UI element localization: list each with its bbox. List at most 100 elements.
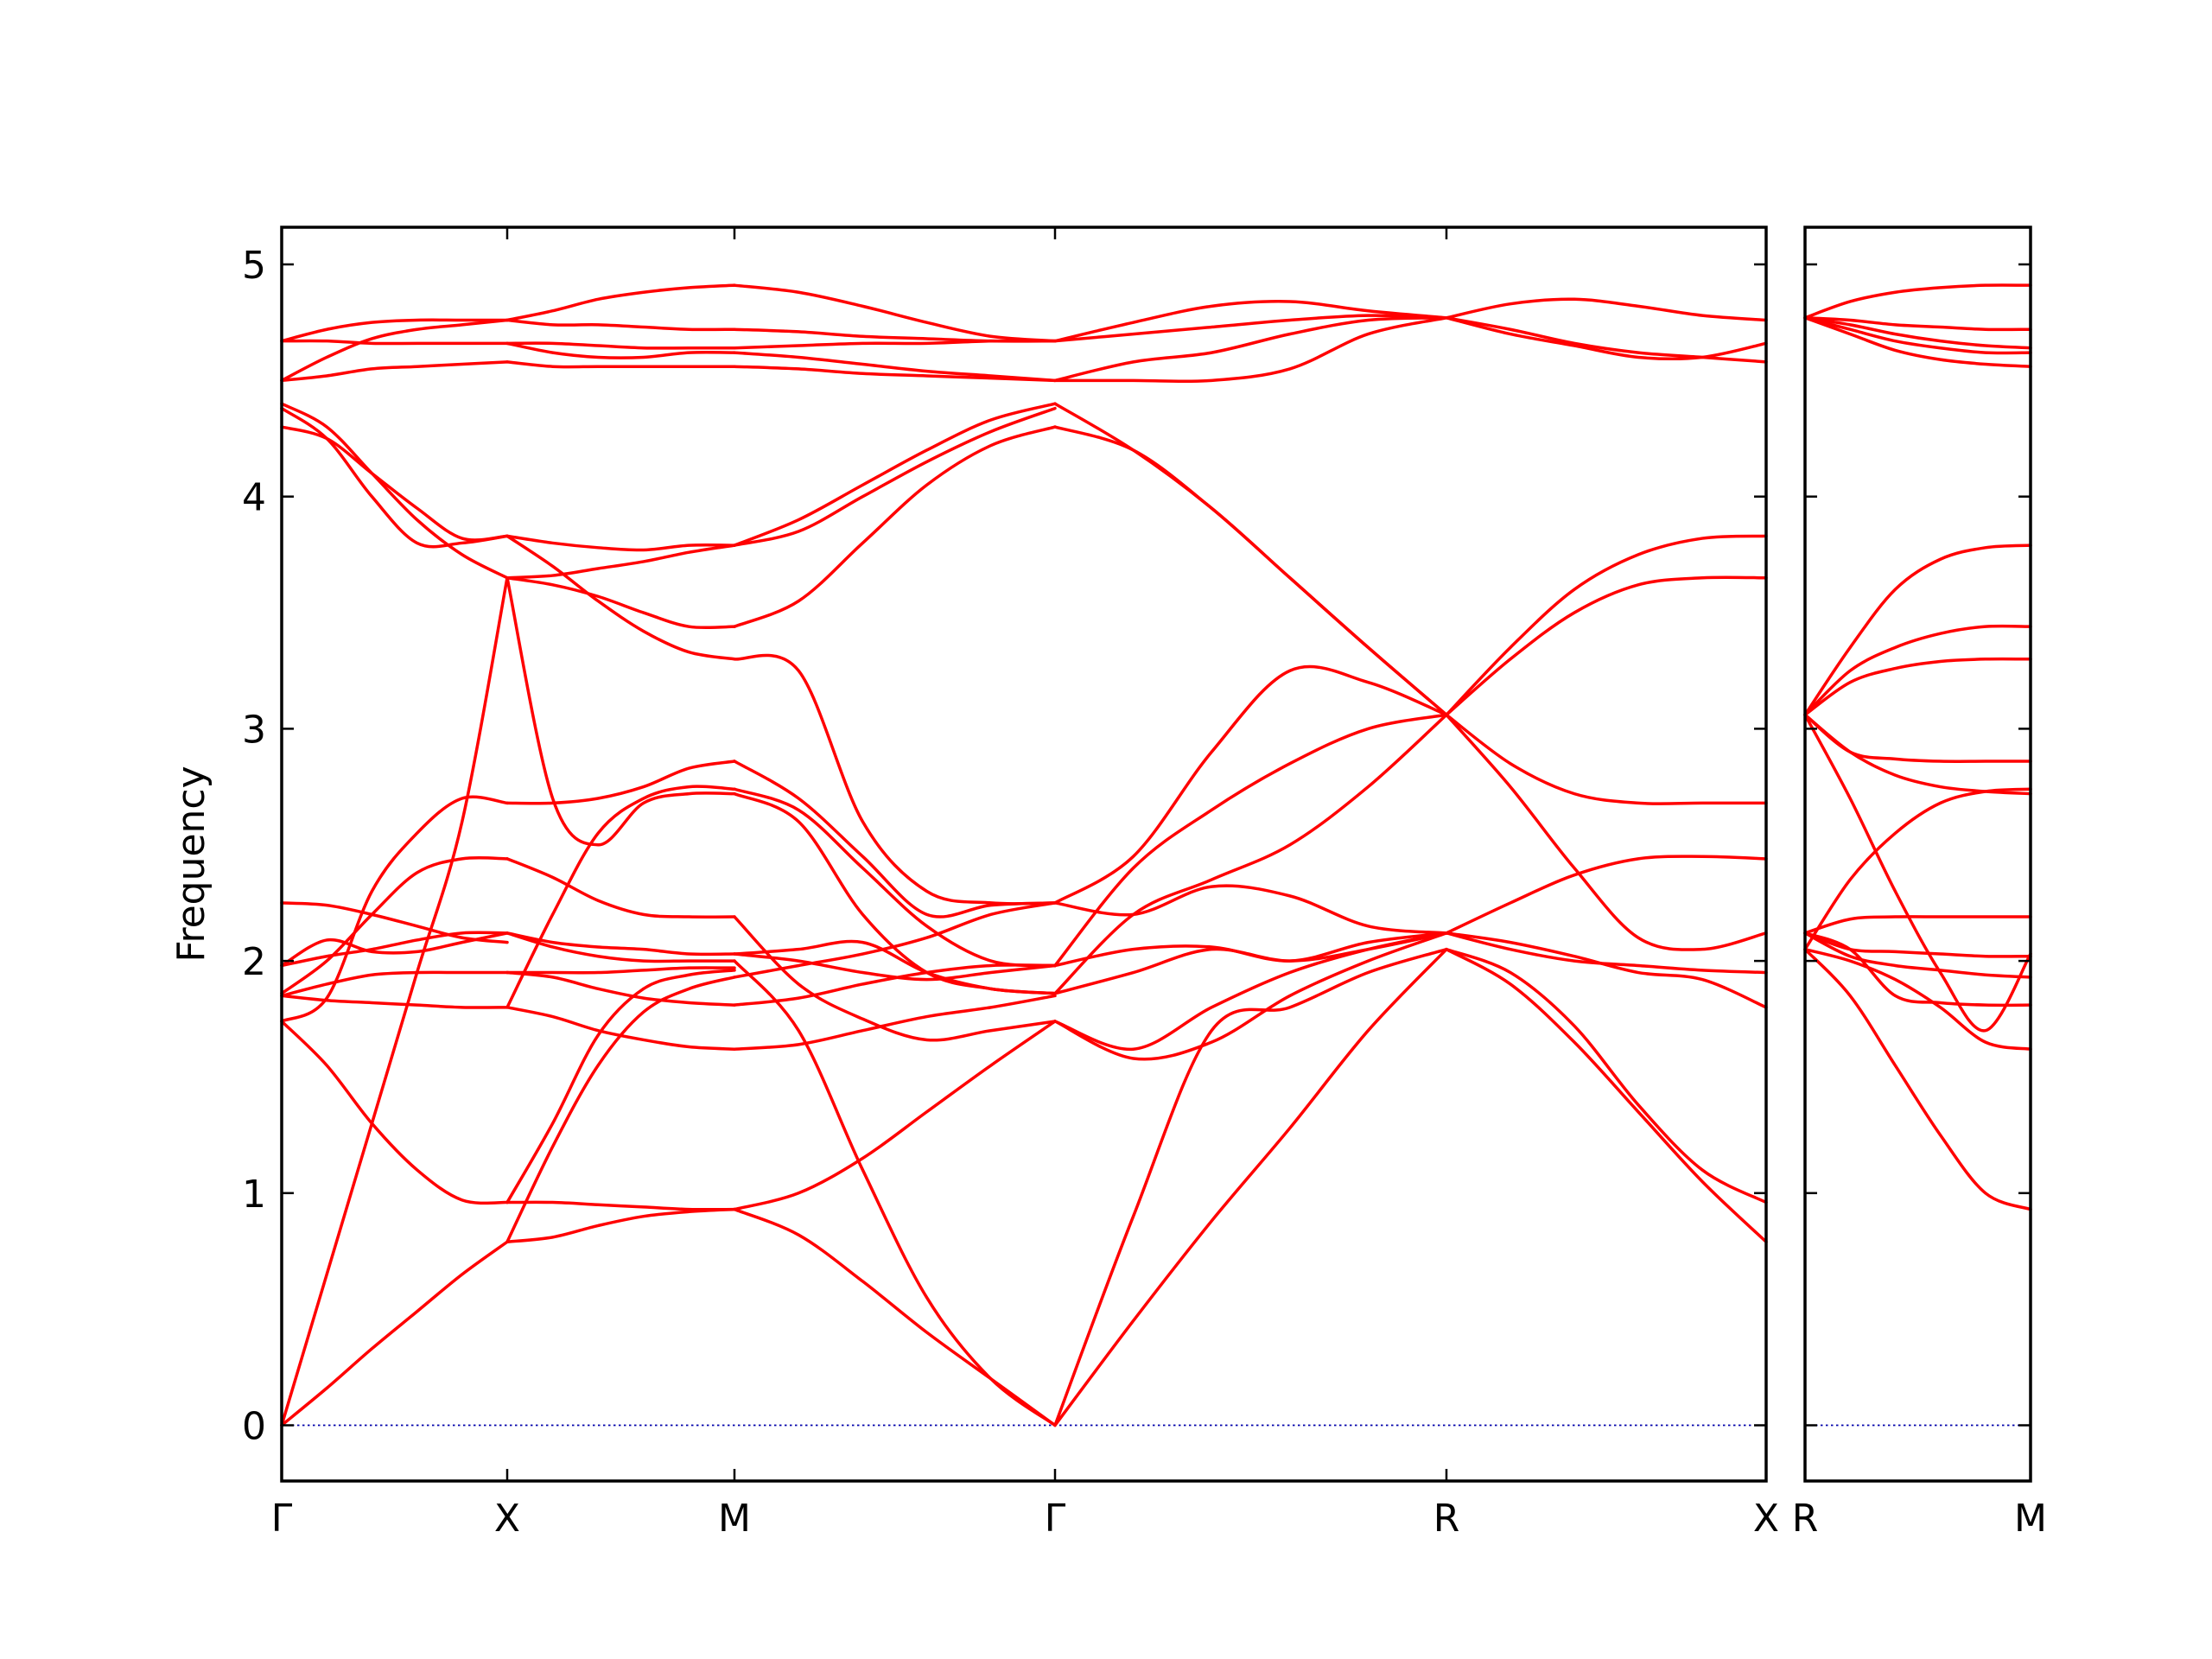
band-line	[1445, 713, 1768, 805]
band-line	[505, 857, 736, 918]
band-line	[1445, 947, 1768, 1243]
y-tick-label: 4	[242, 476, 266, 520]
band-line	[505, 976, 736, 1243]
band-line	[733, 760, 1057, 918]
x-tick-label: X	[494, 1497, 520, 1541]
x-tick-label: X	[1753, 1497, 1779, 1541]
band-line	[505, 575, 736, 847]
band-line	[1053, 947, 1448, 1427]
y-tick-label: 5	[242, 244, 266, 288]
band-line	[280, 855, 509, 995]
band-line	[1053, 931, 1448, 968]
band-line	[280, 931, 509, 968]
band-line	[505, 318, 736, 332]
band-line	[733, 351, 1057, 383]
band-line	[1803, 543, 2032, 717]
x-tick-label: R	[1792, 1497, 1819, 1541]
band-line	[280, 360, 509, 383]
band-line	[1803, 657, 2032, 717]
band-line	[733, 653, 1057, 906]
y-tick-label: 1	[242, 1173, 266, 1217]
band-line	[733, 406, 1057, 547]
band-line	[1803, 316, 2032, 355]
band-line	[1445, 947, 1768, 1205]
band-line	[505, 534, 736, 661]
band-line	[1053, 425, 1448, 717]
plot-frame	[280, 226, 1768, 1483]
band-line	[280, 339, 509, 346]
band-line	[1053, 300, 1448, 343]
band-line	[1803, 713, 2032, 796]
band-line	[1445, 575, 1768, 717]
band-line	[733, 787, 1057, 968]
band-line	[1803, 947, 2032, 1051]
band-line	[1803, 624, 2032, 717]
band-line	[280, 1020, 509, 1205]
band-line	[505, 760, 736, 805]
band-line	[1053, 931, 1448, 1061]
band-line	[1053, 402, 1448, 717]
band-line	[505, 543, 736, 580]
band-line	[280, 406, 509, 549]
band-line	[505, 1006, 736, 1051]
band-line	[505, 283, 736, 322]
band-line	[1445, 713, 1768, 951]
band-line	[733, 791, 1057, 995]
band-line	[1803, 931, 2032, 979]
band-line	[280, 402, 509, 580]
band-line	[280, 1240, 509, 1427]
y-tick-label: 2	[242, 940, 266, 984]
band-line	[505, 360, 736, 369]
y-tick-label: 0	[242, 1405, 266, 1449]
band-line	[505, 534, 736, 552]
band-line	[1445, 534, 1768, 717]
band-line	[505, 970, 736, 1007]
x-tick-label: M	[718, 1497, 751, 1541]
band-line	[1053, 884, 1448, 935]
band-line	[280, 970, 509, 998]
band-line	[1053, 664, 1448, 905]
band-line	[1445, 316, 1768, 364]
band-line	[1803, 713, 2032, 1033]
band-line	[1053, 713, 1448, 995]
x-tick-label: M	[2014, 1497, 2047, 1541]
plot-frame	[1803, 226, 2032, 1483]
band-line	[505, 1200, 736, 1211]
band-line	[280, 575, 509, 1427]
band-line	[733, 365, 1057, 383]
band-line	[505, 969, 736, 1205]
band-line	[280, 318, 509, 383]
band-line	[1803, 316, 2032, 332]
band-line	[1803, 947, 2032, 1211]
band-line	[1053, 316, 1448, 383]
band-line	[505, 575, 736, 630]
band-line	[505, 931, 736, 957]
band-line	[1803, 316, 2032, 350]
x-tick-label: Γ	[1045, 1497, 1066, 1541]
band-line	[1803, 713, 2032, 763]
band-line	[733, 327, 1057, 343]
band-line	[1445, 297, 1768, 322]
band-line	[1445, 855, 1768, 935]
band-line	[1053, 713, 1448, 968]
band-line	[733, 915, 1057, 1042]
panel-1: 0 1 2 3 4 5 Γ X M Γ R X	[242, 226, 1779, 1541]
band-line	[1053, 947, 1448, 1427]
band-line	[1053, 931, 1448, 1051]
band-line	[733, 994, 1057, 1051]
band-line	[1053, 931, 1448, 995]
band-line	[505, 785, 736, 1009]
band-line	[1803, 915, 2032, 935]
band-line	[505, 1207, 736, 1243]
band-line	[280, 901, 509, 944]
band-line	[733, 952, 1057, 982]
band-line	[733, 1020, 1057, 1211]
y-tick-label: 3	[242, 708, 266, 752]
x-tick-label: R	[1433, 1497, 1460, 1541]
band-line	[505, 341, 736, 350]
band-line	[733, 959, 1057, 1427]
band-line	[1803, 283, 2032, 320]
